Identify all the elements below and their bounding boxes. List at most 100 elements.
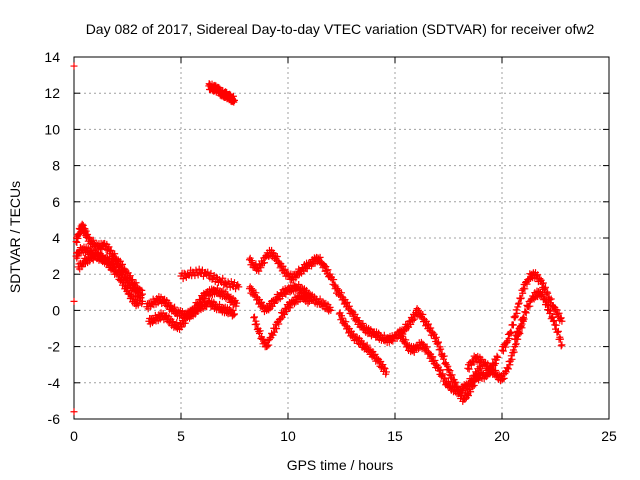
data-point-track-f bbox=[179, 275, 187, 283]
data-point-track-m bbox=[423, 343, 431, 351]
data-point-track-j bbox=[286, 304, 294, 312]
data-point-track-p bbox=[515, 299, 523, 307]
data-point-track-j bbox=[279, 309, 287, 317]
data-point-track-o bbox=[504, 365, 512, 373]
data-point-track-p bbox=[512, 306, 520, 314]
x-tick-label: 25 bbox=[601, 428, 617, 444]
data-point-track-p bbox=[555, 309, 563, 317]
data-point-track-q bbox=[520, 315, 528, 323]
data-point-track-l bbox=[375, 359, 383, 367]
y-tick-label: 14 bbox=[44, 49, 60, 65]
data-point-track-g bbox=[231, 96, 238, 104]
data-point-track-i bbox=[295, 281, 303, 289]
data-point-track-e bbox=[230, 311, 238, 319]
data-point-track-e bbox=[231, 310, 238, 318]
data-point-track-l bbox=[346, 328, 354, 336]
data-point-track-o bbox=[467, 361, 475, 369]
data-point-track-q bbox=[522, 308, 530, 316]
data-point-track-o bbox=[507, 352, 515, 360]
data-point-track-o bbox=[499, 375, 507, 383]
data-point-track-a bbox=[85, 233, 93, 241]
data-point-track-a bbox=[111, 250, 119, 258]
data-point-track-i bbox=[326, 303, 334, 311]
data-point-track-e bbox=[178, 323, 186, 331]
data-point-track-o bbox=[512, 341, 520, 349]
data-point-track-n bbox=[431, 335, 439, 343]
y-tick-label: 8 bbox=[52, 158, 60, 174]
data-point-track-n bbox=[494, 353, 502, 361]
data-point-track-l bbox=[371, 350, 379, 358]
data-point-track-j bbox=[299, 290, 307, 298]
data-point-track-j bbox=[263, 342, 271, 350]
data-point-track-n bbox=[442, 361, 450, 369]
data-point-track-h bbox=[330, 276, 338, 284]
data-point-track-p bbox=[502, 343, 510, 351]
data-point-track-b bbox=[135, 290, 143, 298]
data-point-track-p bbox=[498, 346, 506, 354]
data-point-track-m bbox=[410, 348, 418, 356]
y-tick-label: -6 bbox=[48, 411, 61, 427]
data-point-track-n bbox=[493, 352, 501, 360]
data-point-track-p bbox=[499, 347, 507, 355]
data-point-track-j bbox=[273, 325, 281, 333]
data-point-track-c bbox=[133, 299, 141, 307]
data-point-track-p bbox=[503, 338, 511, 346]
data-point-track-h bbox=[281, 265, 289, 273]
data-point-track-b bbox=[127, 280, 135, 288]
x-tick-label: 20 bbox=[494, 428, 510, 444]
x-tick-label: 10 bbox=[280, 428, 296, 444]
data-point-track-p bbox=[519, 289, 527, 297]
data-point-track-j bbox=[253, 320, 261, 328]
data-point-track-k bbox=[355, 317, 363, 325]
data-point-track-b bbox=[138, 297, 146, 305]
data-point-track-n bbox=[448, 371, 456, 379]
data-point-track-p bbox=[558, 317, 566, 325]
data-point-track-c bbox=[110, 264, 118, 271]
y-tick-label: -2 bbox=[48, 339, 61, 355]
data-point-track-p bbox=[517, 294, 525, 302]
data-point-track-b bbox=[114, 259, 122, 267]
data-point-track-k bbox=[380, 331, 388, 339]
data-point-track-q bbox=[518, 320, 526, 328]
x-tick-label: 0 bbox=[70, 428, 78, 444]
data-point-track-j bbox=[269, 331, 277, 339]
data-point-track-o bbox=[465, 365, 473, 373]
data-point-track-n bbox=[427, 324, 435, 332]
data-point-track-d bbox=[171, 303, 179, 311]
data-point-track-l bbox=[342, 318, 350, 326]
data-point-track-n bbox=[425, 320, 433, 328]
data-point-track-q bbox=[558, 341, 566, 349]
data-point-track-h bbox=[316, 253, 324, 261]
data-point-track-e bbox=[216, 300, 224, 308]
data-point-track-p bbox=[557, 314, 565, 322]
y-tick-label: -4 bbox=[48, 375, 61, 391]
data-point-track-j bbox=[305, 294, 313, 302]
data-point-track-a bbox=[132, 279, 140, 287]
data-point-track-p bbox=[543, 288, 551, 296]
x-tick-label: 15 bbox=[387, 428, 403, 444]
data-point-track-h bbox=[260, 259, 268, 267]
data-point-track-h bbox=[315, 255, 323, 263]
data-point-track-e bbox=[173, 319, 181, 327]
data-point-track-i bbox=[267, 301, 275, 309]
data-point-track-a bbox=[105, 243, 113, 251]
data-point-track-m bbox=[437, 366, 445, 374]
data-point-track-p bbox=[523, 280, 531, 288]
data-point-track-b bbox=[131, 288, 139, 296]
data-point-track-h bbox=[323, 267, 331, 275]
data-point-track-n bbox=[451, 379, 459, 387]
data-point-track-q bbox=[547, 307, 555, 315]
data-point-track-g bbox=[229, 92, 237, 100]
data-point-track-f bbox=[195, 265, 203, 273]
data-point-track-a bbox=[89, 236, 97, 244]
data-point-track-k bbox=[403, 322, 411, 330]
data-point-track-d bbox=[205, 292, 213, 300]
data-point-track-k bbox=[338, 289, 345, 297]
data-point-track-j bbox=[270, 328, 278, 336]
data-point-track-h bbox=[294, 271, 302, 279]
y-tick-label: 10 bbox=[44, 121, 60, 137]
data-point-track-f bbox=[227, 278, 235, 286]
data-point-track-p bbox=[507, 328, 515, 336]
data-point-track-i bbox=[256, 299, 264, 307]
